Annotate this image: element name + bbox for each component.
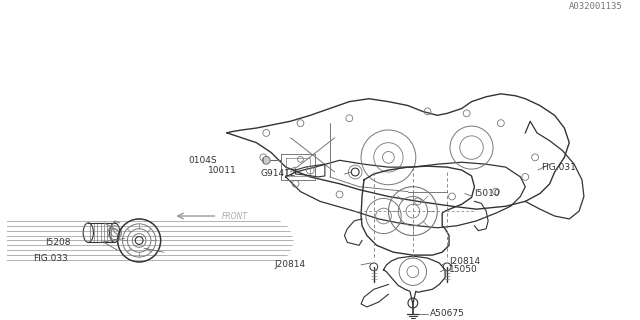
Text: 15050: 15050 (449, 265, 478, 274)
Text: G91412: G91412 (260, 170, 296, 179)
Ellipse shape (83, 223, 93, 243)
Text: A50675: A50675 (429, 309, 465, 318)
Text: I5208: I5208 (45, 238, 71, 247)
Text: I5010: I5010 (474, 189, 500, 198)
Text: J20814: J20814 (274, 260, 305, 269)
Text: 0104S: 0104S (189, 156, 218, 165)
Text: J20814: J20814 (449, 258, 480, 267)
Text: A032001135: A032001135 (570, 2, 623, 11)
Text: FRONT: FRONT (222, 212, 248, 220)
Circle shape (262, 156, 270, 164)
Text: FIG.031: FIG.031 (541, 163, 576, 172)
Text: FIG.033: FIG.033 (33, 253, 68, 262)
Ellipse shape (109, 223, 120, 243)
Text: 10011: 10011 (208, 165, 237, 175)
